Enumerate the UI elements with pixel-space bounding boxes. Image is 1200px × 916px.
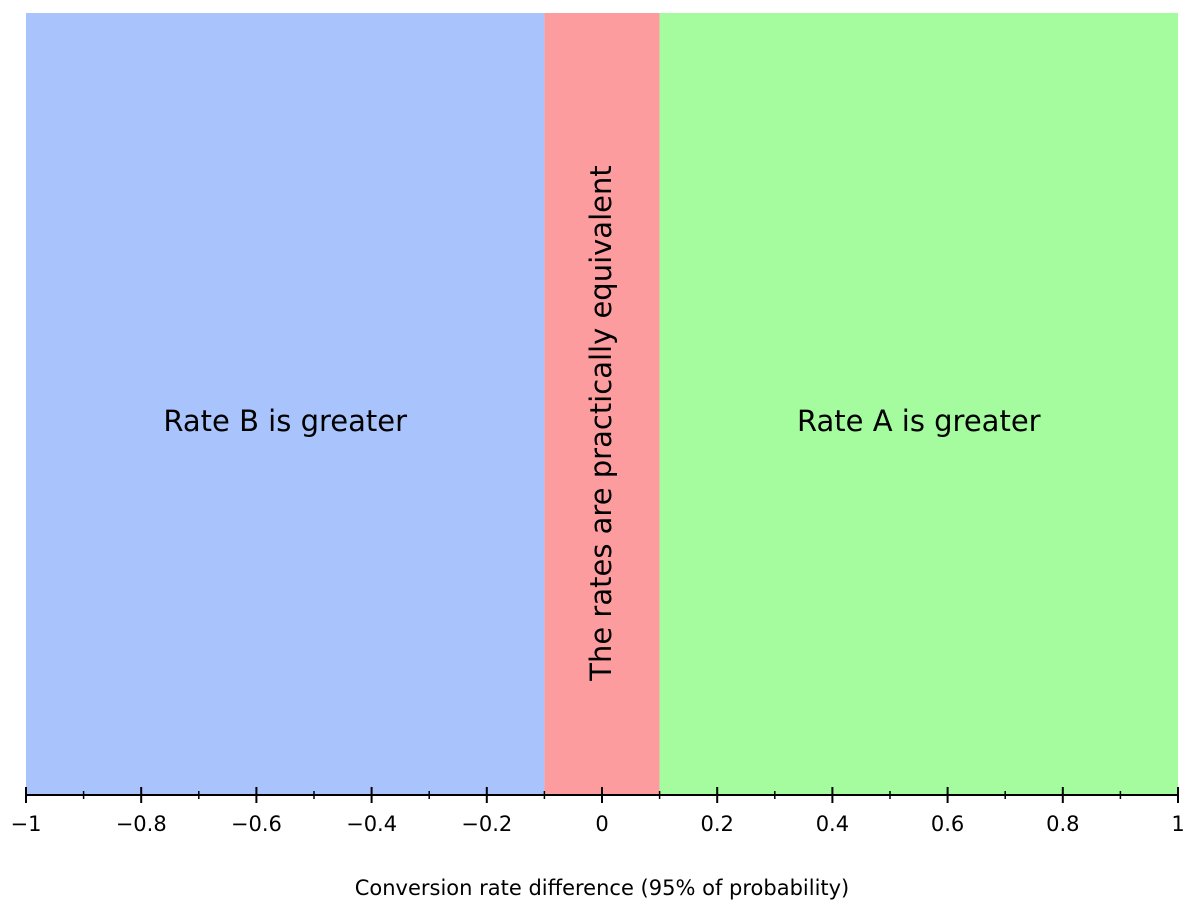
x-tick-label: 0 <box>595 812 608 836</box>
region-label: The rates are practically equivalent <box>584 165 618 681</box>
region-band <box>544 13 660 795</box>
x-axis-ticks: −1 −0.8 −0.6 −0.4 −0.2 0 0.2 0.4 0.6 0.8 1 <box>11 787 1185 836</box>
region-band <box>26 13 545 795</box>
x-tick-label: 0.6 <box>931 812 964 836</box>
region-labels: Rate B is greater The rates are practical… <box>163 165 1040 681</box>
region-label: Rate B is greater <box>163 404 407 438</box>
x-tick-label: −0.6 <box>231 812 282 836</box>
region-label: Rate A is greater <box>797 404 1041 438</box>
x-tick-label: −0.4 <box>346 812 397 836</box>
region-band <box>659 13 1178 795</box>
x-tick-label: 0.2 <box>700 812 733 836</box>
region-bands <box>26 13 1178 795</box>
x-axis-title: Conversion rate difference (95% of proba… <box>355 876 850 900</box>
x-tick-label: 0.8 <box>1046 812 1079 836</box>
x-tick-label: −0.2 <box>461 812 512 836</box>
x-tick-label: 1 <box>1171 812 1184 836</box>
x-tick-label: 0.4 <box>816 812 849 836</box>
x-tick-label: −1 <box>11 812 42 836</box>
x-tick-label: −0.8 <box>116 812 167 836</box>
